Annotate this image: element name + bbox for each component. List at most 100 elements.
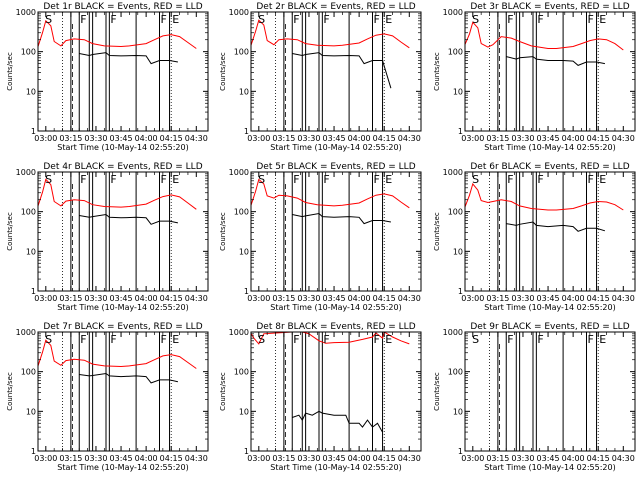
x-tick-label: 03:15 [59, 454, 82, 463]
segment-marker-label: F [323, 333, 329, 346]
x-axis-label: Start Time (10-May-14 02:55:20) [484, 303, 615, 312]
y-tick-label: 10 [26, 247, 36, 256]
y-tick-label: 10 [453, 87, 463, 96]
y-tick-label: 1000 [16, 8, 36, 17]
x-tick-label: 03:00 [461, 134, 484, 143]
x-tick-label: 03:00 [247, 454, 270, 463]
segment-marker-label: F [374, 173, 380, 186]
segment-marker-label: F [507, 173, 513, 186]
x-tick-label: 04:00 [135, 294, 158, 303]
y-tick-label: 1 [458, 287, 463, 296]
events-series [292, 52, 392, 89]
x-tick-label: 04:15 [587, 134, 610, 143]
events-series [292, 410, 383, 433]
plot-area [38, 332, 197, 451]
y-tick-label: 1000 [443, 168, 463, 177]
segment-marker-label: F [293, 173, 299, 186]
segment-marker-label: E [172, 333, 179, 346]
y-tick-label: 1000 [229, 328, 249, 337]
y-tick-label: 1 [244, 127, 249, 136]
y-axis-label: Counts/sec [433, 52, 441, 91]
segment-marker-label: E [599, 333, 606, 346]
y-tick-label: 10 [26, 87, 36, 96]
axes-frame [250, 331, 422, 452]
y-axis-label: Counts/sec [433, 372, 441, 411]
x-tick-label: 03:30 [297, 134, 320, 143]
y-axis-label: Counts/sec [433, 212, 441, 251]
lld-series [251, 178, 410, 209]
segment-marker-label: S [45, 173, 52, 186]
x-tick-label: 04:00 [562, 134, 585, 143]
x-tick-label: 03:15 [59, 134, 82, 143]
axes-frame [250, 11, 422, 132]
x-tick-label: 03:30 [84, 134, 107, 143]
segment-marker-label: F [507, 13, 513, 26]
x-tick-label: 04:30 [398, 294, 421, 303]
axes-frame [37, 171, 209, 292]
y-tick-label: 10 [239, 247, 249, 256]
x-tick-label: 03:30 [511, 134, 534, 143]
plot-area [465, 172, 624, 291]
y-tick-label: 1000 [16, 168, 36, 177]
x-tick-label: 04:00 [348, 454, 371, 463]
segment-marker-label: F [161, 333, 167, 346]
x-tick-label: 03:45 [537, 294, 560, 303]
segment-marker-label: F [110, 13, 116, 26]
x-tick-label: 03:45 [110, 294, 133, 303]
x-axis-label: Start Time (10-May-14 02:55:20) [270, 463, 401, 472]
segment-marker-label: F [588, 173, 594, 186]
x-axis-label: Start Time (10-May-14 02:55:20) [270, 303, 401, 312]
x-tick-label: 04:00 [562, 454, 585, 463]
x-tick-label: 03:45 [110, 134, 133, 143]
x-tick-label: 03:45 [110, 454, 133, 463]
panel-title: Det 4r BLACK = Events, RED = LLD [43, 162, 202, 172]
axes-frame [464, 11, 636, 132]
plot-area [489, 332, 599, 451]
axes-frame [37, 11, 209, 132]
y-tick-label: 10 [453, 247, 463, 256]
y-tick-label: 100 [21, 208, 36, 217]
segment-marker-label: F [374, 13, 380, 26]
x-tick-label: 03:00 [461, 454, 484, 463]
x-tick-label: 04:30 [612, 134, 635, 143]
lld-series [38, 178, 197, 210]
x-tick-label: 03:00 [34, 454, 57, 463]
x-tick-label: 03:00 [34, 134, 57, 143]
segment-marker-label: E [385, 173, 392, 186]
x-axis-label: Start Time (10-May-14 02:55:20) [484, 463, 615, 472]
x-tick-label: 04:15 [160, 134, 183, 143]
segment-marker-label: F [293, 13, 299, 26]
events-series [79, 52, 178, 65]
x-tick-label: 04:30 [612, 454, 635, 463]
x-tick-label: 04:15 [587, 294, 610, 303]
lld-series [251, 332, 410, 345]
x-tick-label: 03:30 [297, 294, 320, 303]
x-tick-label: 03:15 [486, 294, 509, 303]
y-tick-label: 100 [448, 208, 463, 217]
y-tick-label: 100 [234, 208, 249, 217]
x-axis-label: Start Time (10-May-14 02:55:20) [57, 463, 188, 472]
x-tick-label: 04:00 [562, 294, 585, 303]
x-tick-label: 04:15 [160, 294, 183, 303]
lld-series [38, 339, 197, 369]
axes-frame [37, 331, 209, 452]
segment-marker-label: F [161, 173, 167, 186]
y-tick-label: 10 [239, 87, 249, 96]
x-tick-label: 03:30 [511, 454, 534, 463]
y-tick-label: 1000 [443, 328, 463, 337]
segment-marker-label: S [258, 13, 265, 26]
segment-marker-label: F [537, 333, 543, 346]
lld-series [251, 19, 410, 49]
segment-marker-label: F [374, 333, 380, 346]
y-tick-label: 1000 [229, 168, 249, 177]
segment-marker-label: S [45, 13, 52, 26]
x-tick-label: 04:15 [587, 454, 610, 463]
y-tick-label: 10 [26, 407, 36, 416]
